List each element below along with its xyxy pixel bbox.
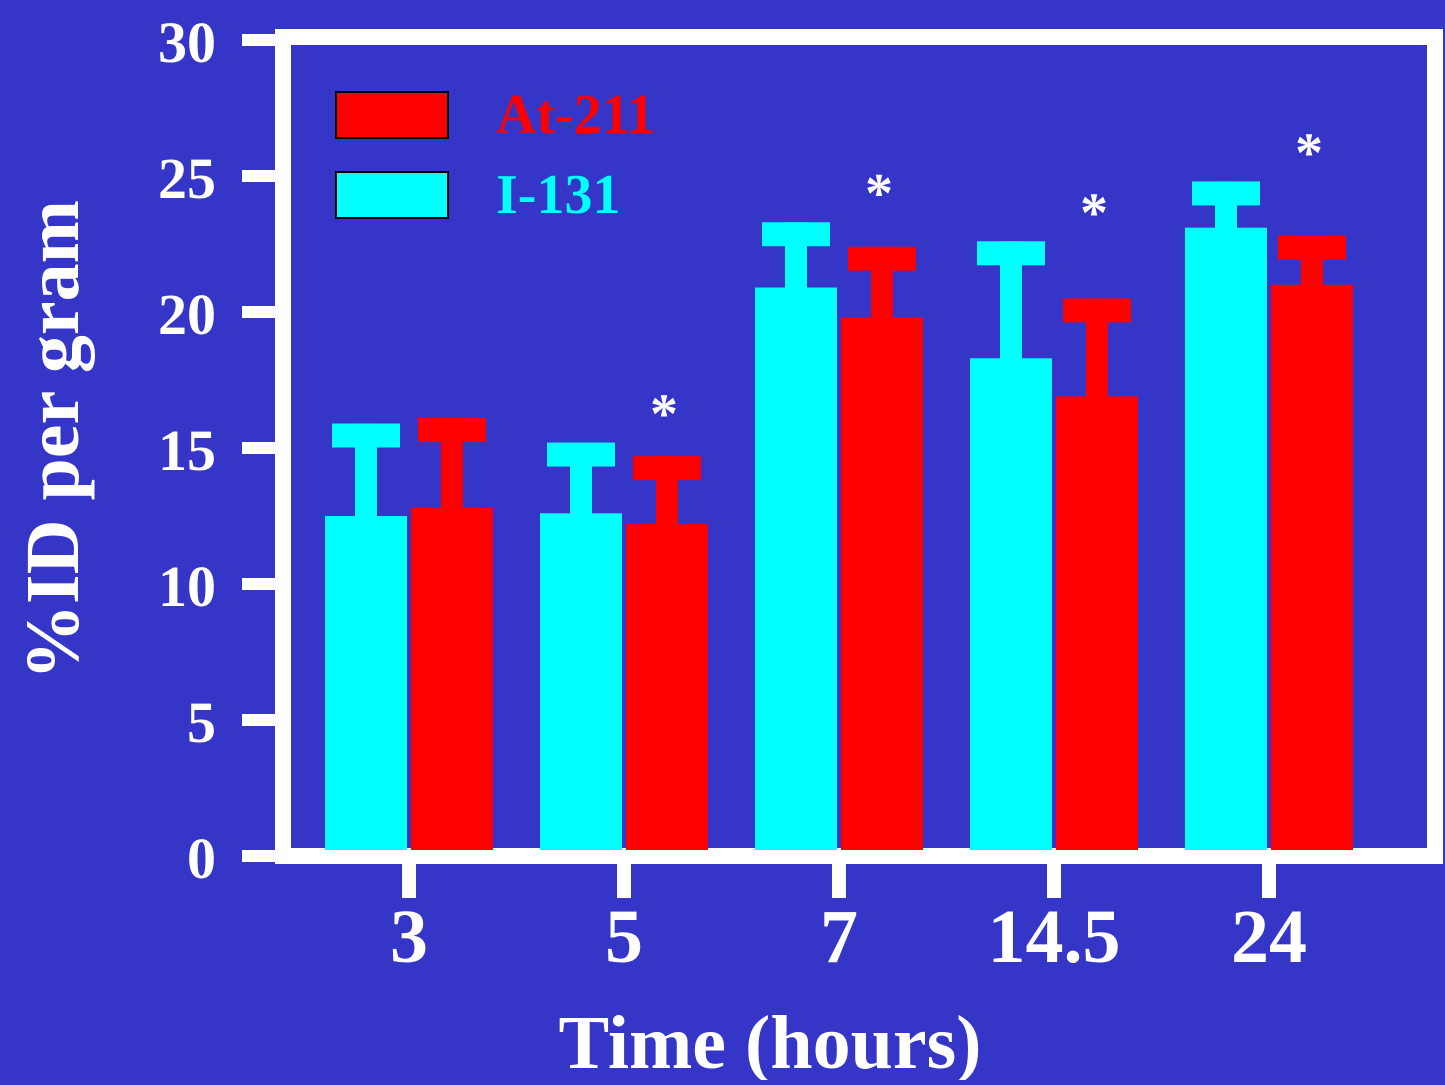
bar bbox=[755, 287, 837, 850]
x-tick-label: 14.5 bbox=[988, 895, 1121, 979]
legend-swatch bbox=[335, 91, 449, 139]
error-bar-cap bbox=[848, 246, 916, 271]
legend-label: At-211 bbox=[496, 84, 655, 146]
x-axis-label: Time (hours) bbox=[559, 1001, 982, 1080]
y-tick-mark bbox=[242, 306, 284, 318]
error-bar-cap bbox=[418, 418, 486, 443]
bar bbox=[1185, 227, 1267, 850]
error-bar-cap bbox=[332, 423, 400, 448]
bar bbox=[1271, 284, 1353, 850]
y-tick-label: 25 bbox=[158, 146, 216, 211]
error-bar-cap bbox=[633, 456, 701, 481]
legend-swatch bbox=[335, 171, 449, 219]
y-tick-mark bbox=[242, 578, 284, 590]
y-tick-mark bbox=[242, 34, 284, 46]
bar bbox=[1056, 396, 1138, 850]
significance-marker: * bbox=[1295, 122, 1323, 184]
bars bbox=[325, 181, 1353, 850]
y-tick-label: 20 bbox=[158, 282, 216, 347]
legend-label: I-131 bbox=[496, 164, 620, 226]
significance-markers: * * * * bbox=[650, 122, 1323, 445]
y-tick-label: 30 bbox=[158, 10, 216, 75]
error-bar-cap bbox=[1192, 181, 1260, 206]
x-tick-mark bbox=[1047, 862, 1061, 898]
bar bbox=[970, 358, 1052, 850]
y-tick-mark bbox=[242, 714, 284, 726]
y-axis-label: %ID per gram bbox=[11, 200, 95, 680]
x-tick-mark bbox=[617, 862, 631, 898]
error-bar-stem bbox=[1000, 241, 1022, 361]
error-bar-stem bbox=[1086, 298, 1108, 399]
x-tick-mark bbox=[1262, 862, 1276, 898]
x-tick-label: 7 bbox=[820, 895, 858, 979]
error-bar-cap bbox=[762, 222, 830, 247]
error-bar-cap bbox=[977, 241, 1045, 266]
y-tick-label: 0 bbox=[187, 826, 216, 891]
significance-marker: * bbox=[1080, 182, 1108, 244]
y-tick-mark bbox=[242, 850, 284, 862]
significance-marker: * bbox=[865, 163, 893, 225]
bar bbox=[626, 524, 708, 850]
x-axis-ticks: 3 5 7 14.5 24 bbox=[390, 862, 1307, 979]
bar bbox=[325, 516, 407, 850]
y-tick-label: 15 bbox=[158, 418, 216, 483]
error-bar-cap bbox=[547, 442, 615, 467]
y-axis-ticks: 0 5 10 15 20 25 30 bbox=[158, 10, 284, 891]
x-tick-mark bbox=[402, 862, 416, 898]
significance-marker: * bbox=[650, 384, 678, 446]
x-tick-mark bbox=[832, 862, 846, 898]
y-tick-mark bbox=[242, 442, 284, 454]
bar bbox=[540, 513, 622, 850]
y-tick-label: 10 bbox=[158, 554, 216, 619]
x-tick-label: 5 bbox=[605, 895, 643, 979]
error-bar-cap bbox=[1063, 298, 1131, 323]
y-tick-mark bbox=[242, 170, 284, 182]
x-tick-label: 24 bbox=[1231, 895, 1307, 979]
x-tick-label: 3 bbox=[390, 895, 428, 979]
error-bar-cap bbox=[1278, 235, 1346, 260]
bar bbox=[841, 317, 923, 850]
bar bbox=[411, 507, 493, 850]
legend: At-211 I-131 bbox=[335, 84, 655, 226]
y-tick-label: 5 bbox=[187, 690, 216, 755]
